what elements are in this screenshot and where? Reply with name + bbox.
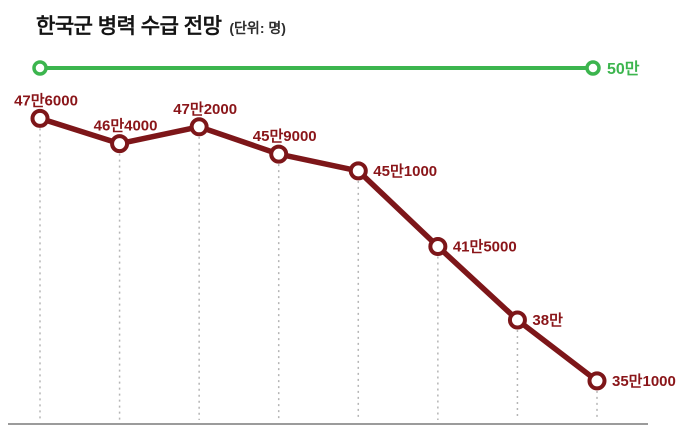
data-point-label: 46만4000: [94, 118, 158, 135]
data-point-label: 35만1000: [612, 373, 676, 390]
data-point-label: 41만5000: [453, 239, 517, 256]
data-point-label: 45만9000: [253, 128, 317, 145]
chart-title: 한국군 병력 수급 전망: [36, 15, 222, 38]
data-point: [587, 371, 607, 391]
data-point: [269, 144, 289, 164]
reference-label: 50만: [607, 60, 640, 78]
data-point-label: 45만1000: [373, 163, 437, 180]
data-point: [428, 237, 448, 256]
data-point-label: 38만: [532, 312, 563, 329]
reference-endpoint-left: [32, 60, 48, 76]
data-point: [507, 310, 527, 330]
data-point: [30, 108, 50, 128]
data-line: [37, 115, 600, 384]
data-point: [189, 117, 209, 137]
data-point: [110, 134, 130, 154]
data-point-label: 47만6000: [14, 92, 78, 109]
reference-endpoint-right: [585, 60, 601, 76]
data-point-label: 47만2000: [173, 101, 237, 118]
chart-unit-label: (단위: 명): [229, 20, 286, 36]
data-point: [348, 161, 368, 181]
chart-header: 한국군 병력 수급 전망 (단위: 명): [36, 10, 286, 40]
